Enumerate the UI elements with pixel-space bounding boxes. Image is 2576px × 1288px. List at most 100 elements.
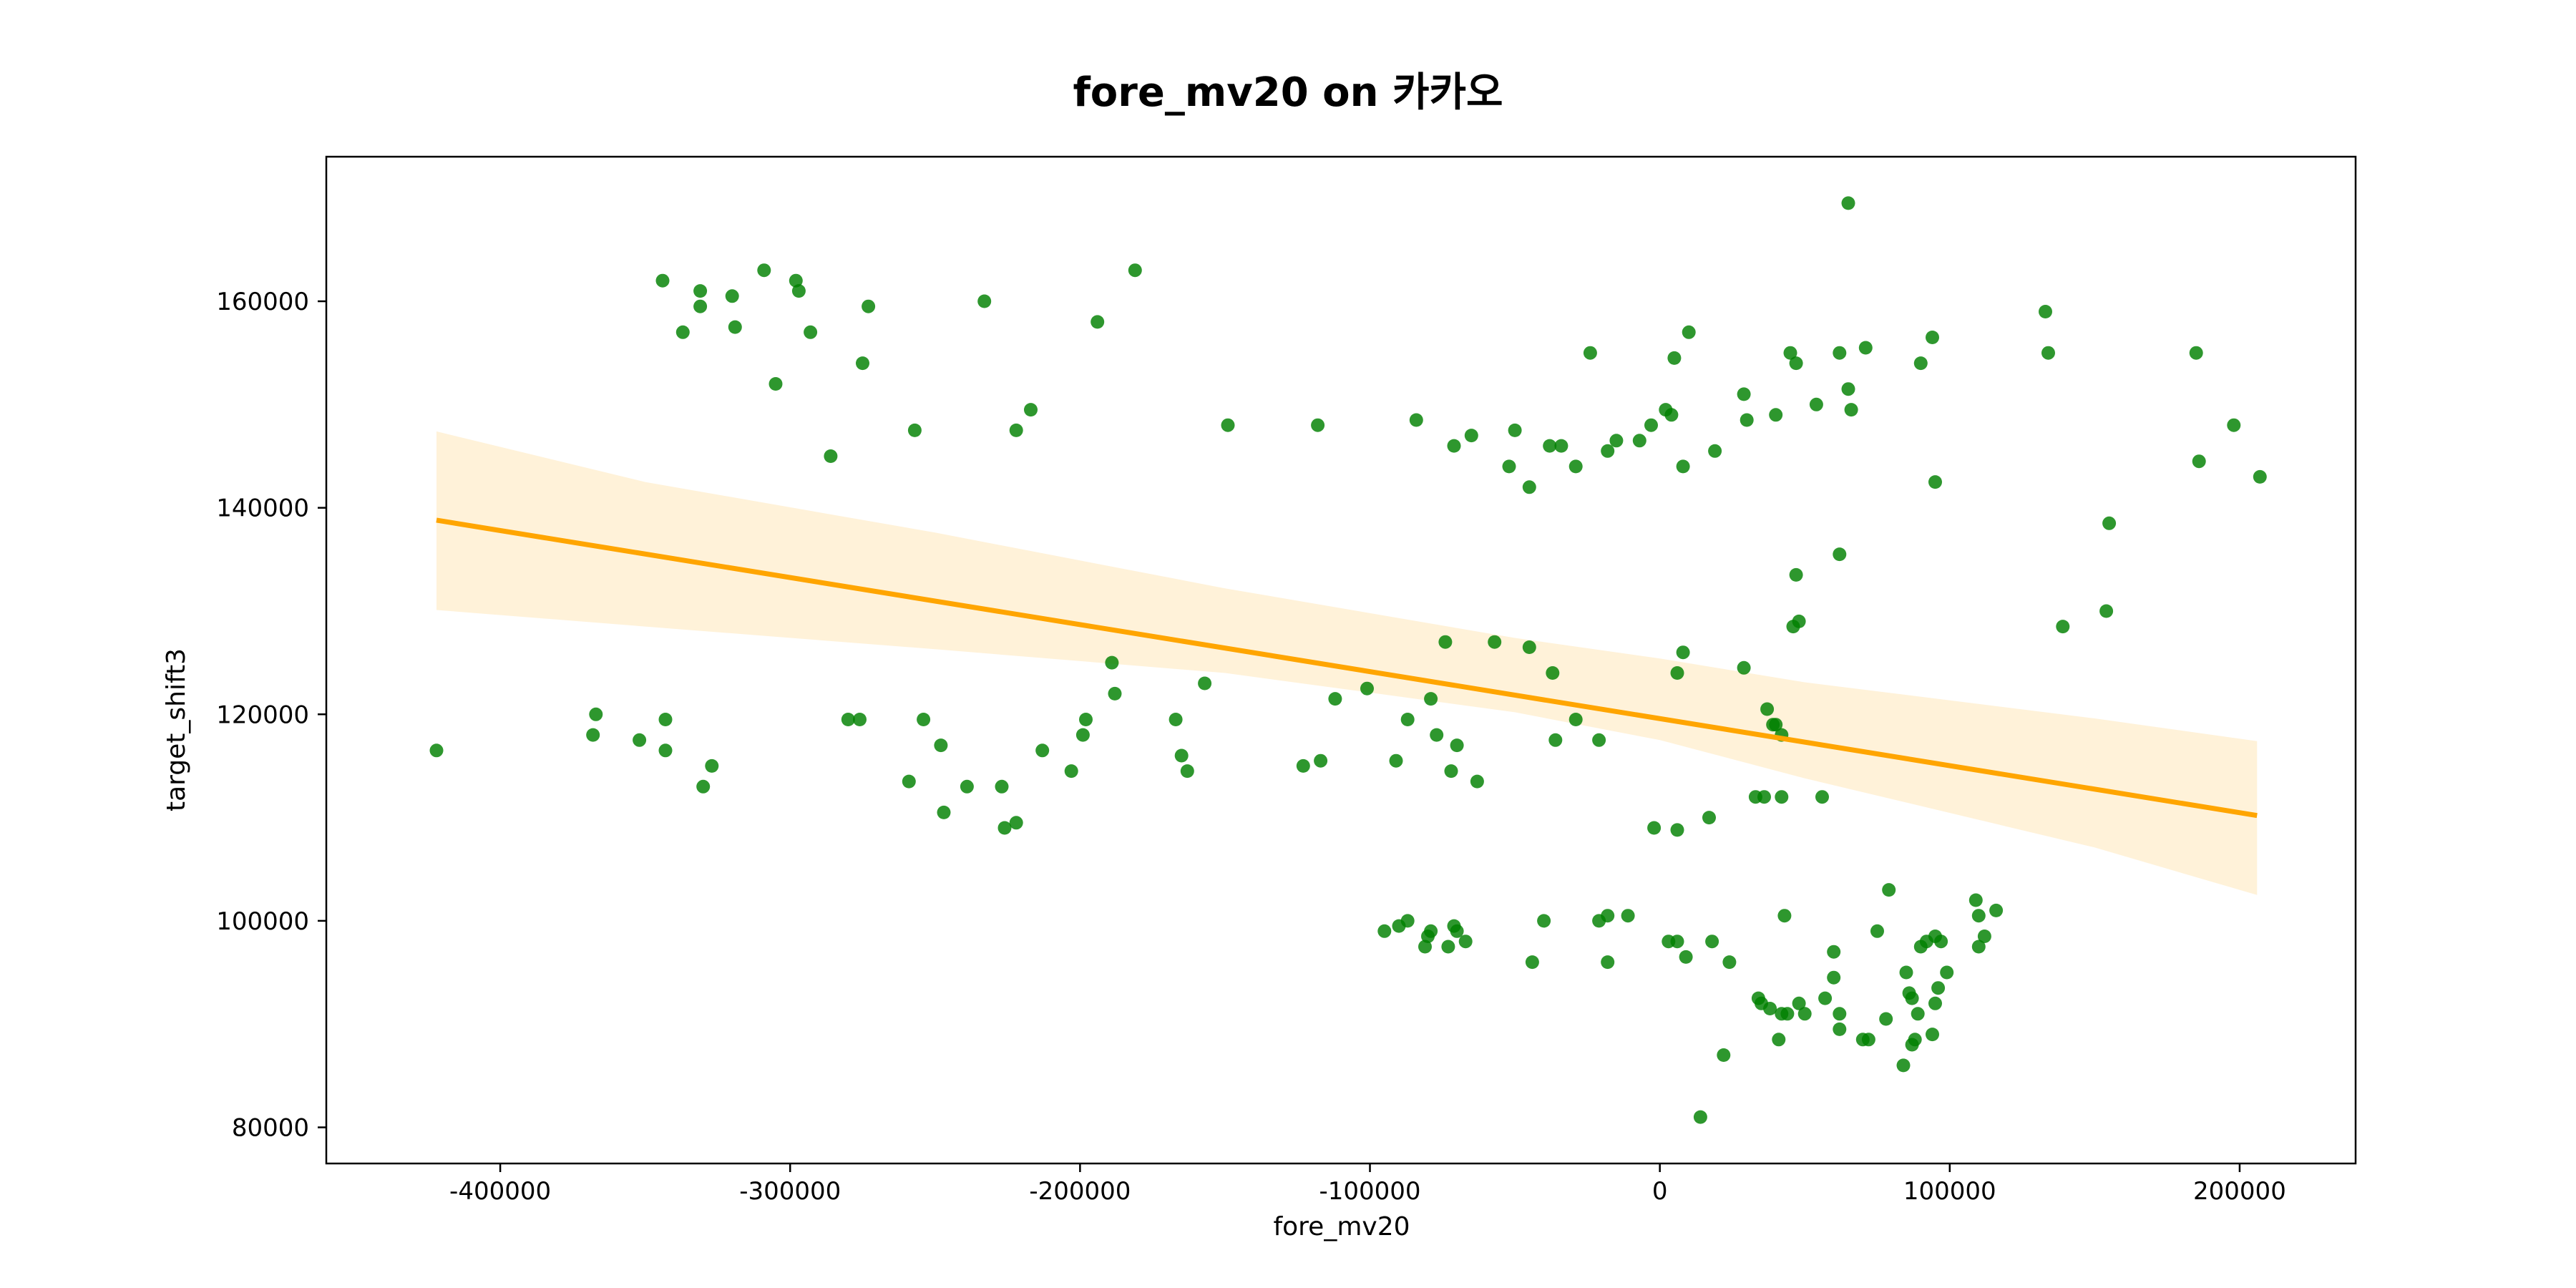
data-point	[1792, 996, 1806, 1010]
data-point	[977, 294, 992, 308]
data-point	[658, 713, 673, 726]
data-point	[1676, 459, 1690, 474]
data-point	[1502, 459, 1516, 474]
data-point	[1621, 909, 1635, 923]
data-point	[1647, 821, 1662, 835]
y-axis-ticks: 80000 100000 120000 140000 160000	[216, 288, 326, 1142]
data-point	[658, 743, 673, 758]
data-point	[1601, 955, 1615, 970]
data-point	[1769, 718, 1783, 732]
data-point	[1488, 635, 1502, 649]
x-axis-ticks: -400000 -300000 -200000 -100000 0 100000 20000…	[449, 1163, 2286, 1206]
data-point	[1833, 547, 1847, 562]
data-point	[1464, 429, 1478, 443]
data-point	[995, 779, 1009, 794]
data-point	[1601, 444, 1615, 458]
data-point	[1009, 423, 1023, 437]
data-point	[1789, 567, 1803, 582]
data-point	[1632, 434, 1646, 448]
data-point	[1667, 351, 1682, 365]
x-axis-label: fore_mv20	[1273, 1212, 1410, 1241]
data-point	[1296, 758, 1310, 773]
x-tick-label: -400000	[449, 1177, 551, 1206]
data-point	[1717, 1048, 1731, 1062]
data-point	[1737, 660, 1751, 675]
data-point	[1644, 418, 1658, 432]
data-point	[1035, 743, 1050, 758]
x-tick-label: 200000	[2193, 1177, 2286, 1206]
data-point	[917, 713, 931, 726]
data-point	[693, 284, 708, 298]
data-point	[1105, 655, 1119, 670]
chart-title: fore_mv20 on 카카오	[1073, 69, 1503, 116]
data-point	[1740, 413, 1754, 427]
data-point	[1568, 713, 1583, 726]
data-point	[1079, 713, 1093, 726]
data-point	[1769, 408, 1783, 422]
data-point	[1841, 382, 1855, 396]
data-point	[2039, 305, 2052, 318]
y-tick-label: 100000	[216, 907, 309, 936]
data-point	[1508, 423, 1522, 437]
data-point	[1928, 475, 1942, 489]
data-point	[1546, 666, 1560, 680]
x-tick-label: -200000	[1029, 1177, 1131, 1206]
y-tick-label: 160000	[216, 288, 309, 316]
data-point	[862, 299, 876, 313]
data-point	[1108, 686, 1122, 701]
data-point	[1592, 733, 1606, 747]
data-point	[1091, 315, 1105, 329]
y-axis-label: target_shift3	[162, 648, 191, 811]
data-point	[1409, 413, 1423, 427]
data-point	[1763, 1002, 1777, 1015]
data-point	[655, 273, 670, 288]
data-point	[1670, 823, 1684, 837]
data-point	[1693, 1110, 1707, 1124]
data-point	[728, 320, 742, 334]
data-point	[2102, 516, 2117, 530]
data-point	[1525, 955, 1539, 970]
data-point	[1737, 387, 1751, 401]
data-point	[1522, 640, 1536, 654]
data-point	[1861, 1033, 1875, 1047]
regression-line	[436, 517, 2258, 819]
data-point	[1450, 924, 1464, 938]
data-point	[1075, 728, 1090, 742]
data-point	[589, 707, 603, 721]
data-point	[1221, 418, 1235, 432]
data-point	[1971, 940, 1986, 954]
data-point	[1430, 728, 1444, 742]
data-point	[1009, 816, 1023, 830]
data-point	[1169, 713, 1183, 726]
data-point	[1537, 914, 1551, 928]
data-point	[1444, 764, 1458, 779]
data-point	[725, 289, 739, 303]
data-point	[1450, 738, 1464, 753]
data-point	[1818, 991, 1833, 1005]
data-point	[1548, 733, 1563, 747]
data-point	[1389, 753, 1403, 768]
data-point	[1458, 935, 1473, 949]
data-point	[1174, 748, 1189, 763]
data-point	[1400, 914, 1415, 928]
data-point	[1314, 753, 1328, 768]
data-point	[1722, 955, 1737, 970]
data-point	[1931, 981, 1946, 995]
data-point	[1896, 1058, 1911, 1073]
data-point	[1772, 1033, 1786, 1047]
data-point	[824, 449, 838, 463]
data-point	[1926, 331, 1939, 344]
data-point	[1438, 635, 1453, 649]
data-point	[804, 325, 818, 339]
data-point	[1609, 434, 1624, 448]
data-point	[1934, 935, 1948, 949]
data-point	[2056, 620, 2070, 634]
data-point	[1844, 403, 1858, 417]
data-point	[1777, 909, 1792, 923]
data-point	[586, 728, 600, 742]
data-point	[1809, 397, 1823, 411]
x-tick-label: 100000	[1903, 1177, 1996, 1206]
data-point	[1418, 940, 1432, 954]
data-point	[1543, 439, 1557, 453]
